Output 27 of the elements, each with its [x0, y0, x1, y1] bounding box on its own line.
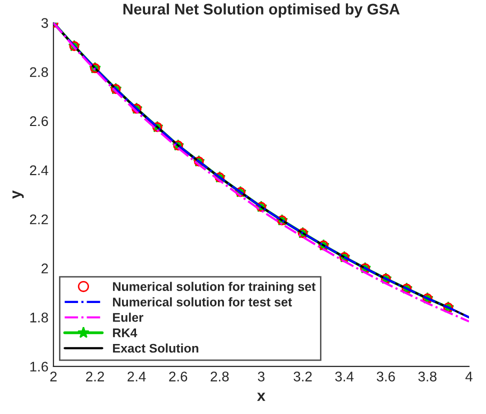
x-tick-label: 4 — [465, 372, 472, 382]
y-tick-label: 1.6 — [30, 362, 48, 372]
x-tick-label: 2.6 — [169, 372, 188, 382]
y-tick-label: 2.8 — [30, 67, 48, 78]
legend-label: Euler — [113, 312, 144, 322]
y-tick-label: 2.6 — [30, 116, 48, 126]
x-tick-label: 3.6 — [376, 372, 395, 382]
y-tick-label: 3 — [41, 18, 48, 28]
x-tick-label: 3.8 — [418, 372, 436, 382]
x-tick-label: 2.8 — [210, 372, 229, 382]
legend-label: Exact Solution — [113, 343, 198, 353]
y-tick-label: 2 — [42, 264, 48, 274]
x-tick-label: 3 — [258, 372, 264, 382]
y-tick-label: 1.8 — [30, 312, 48, 322]
x-tick-label: 2 — [50, 372, 57, 382]
y-tick-label: 2.4 — [30, 165, 48, 176]
y-axis-title: y — [12, 190, 24, 199]
x-tick-label: 3.4 — [335, 372, 354, 382]
x-axis-title: x — [257, 392, 266, 401]
x-tick-label: 3.2 — [294, 372, 312, 382]
x-tick-label: 2.4 — [128, 372, 146, 382]
legend-label: Numerical solution for test set — [113, 297, 292, 306]
y-tick-label: 2.2 — [30, 214, 48, 224]
legend-label: Numerical solution for training set — [113, 282, 316, 294]
legend-label: RK4 — [113, 328, 138, 338]
x-tick-label: 2.2 — [86, 372, 104, 382]
chart-title: Neural Net Solution optimised by GSA — [123, 3, 400, 18]
